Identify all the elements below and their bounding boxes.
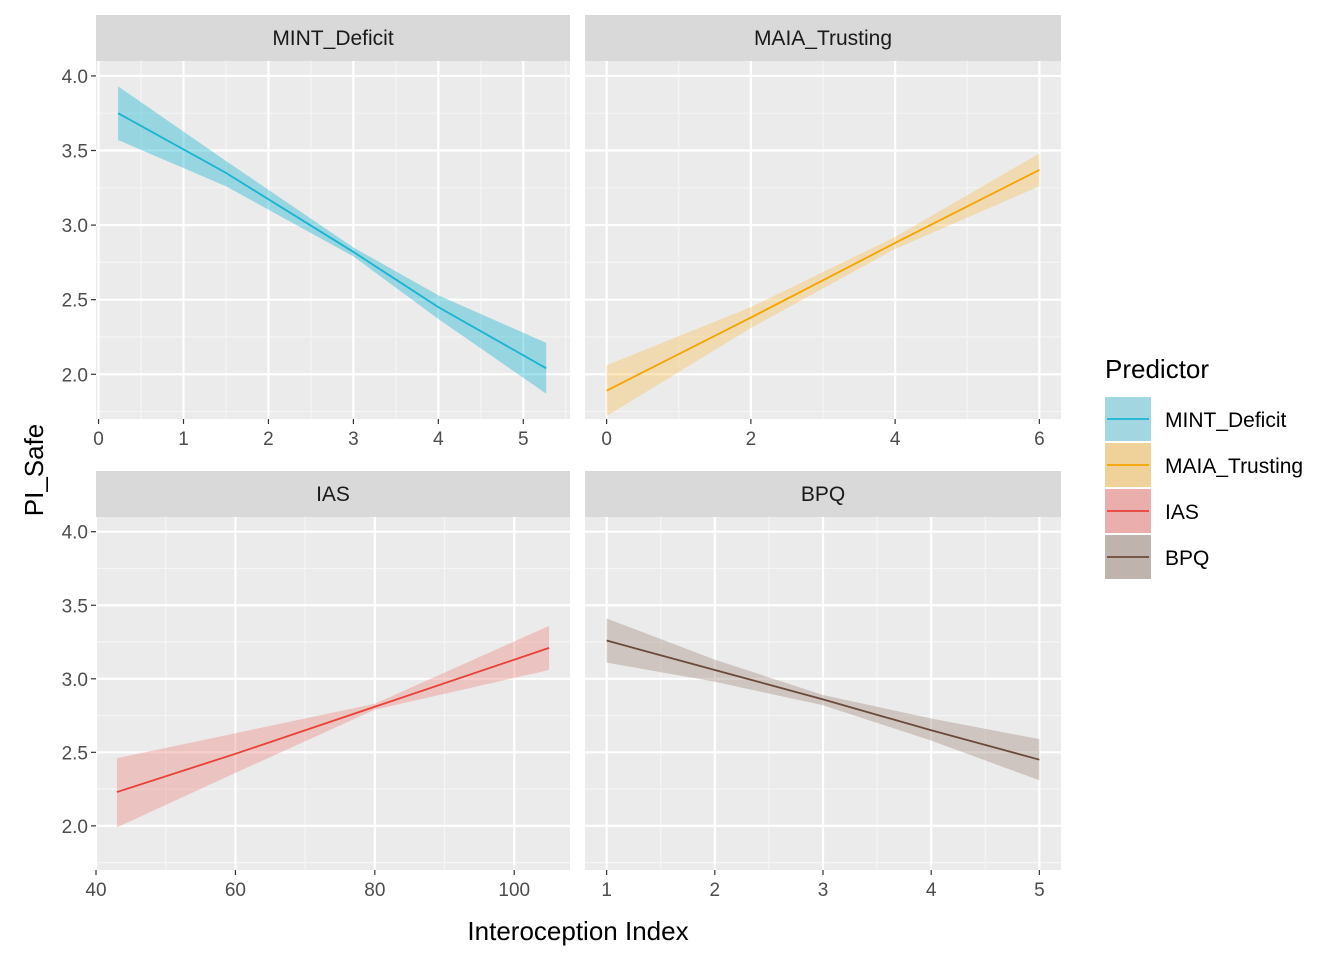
y-tick-label: 3.0 — [62, 216, 88, 237]
y-tick-label: 2.5 — [62, 743, 88, 764]
legend: Predictor MINT_Deficit MAIA_Trusting IAS BP… — [1105, 354, 1303, 579]
y-tick-label: 2.5 — [62, 291, 88, 312]
x-tick-label: 2 — [746, 429, 757, 450]
x-tick-label: 4 — [926, 880, 937, 901]
series-line — [606, 169, 1040, 392]
legend-entry-label: MAIA_Trusting — [1165, 455, 1303, 478]
facet-strip-label: MAIA_Trusting — [754, 27, 892, 50]
x-tick-label: 40 — [85, 880, 106, 901]
panel-ias: IAS 2.0 2.5 3.0 3.5 4.0 40 60 80 100 — [62, 471, 570, 901]
x-tick-label: 2 — [263, 429, 274, 450]
legend-key-maia-trusting: MAIA_Trusting — [1105, 443, 1303, 487]
facet-strip — [585, 471, 1061, 517]
confidence-ribbon — [606, 153, 1040, 417]
x-tick-label: 6 — [1034, 429, 1045, 450]
y-tick-label: 3.5 — [62, 596, 88, 617]
panel-background — [96, 517, 570, 870]
panel-mint-deficit: MINT_Deficit 2.0 2.5 3.0 3.5 4.0 0 1 2 3 4 5 — [62, 15, 570, 450]
y-tick-label: 2.0 — [62, 365, 88, 386]
legend-entry-label: IAS — [1165, 501, 1199, 524]
confidence-ribbon — [118, 86, 547, 394]
panels: MINT_Deficit 2.0 2.5 3.0 3.5 4.0 0 1 2 3 4 5 MAIA_Tr… — [62, 15, 1061, 901]
x-tick-label: 0 — [601, 429, 612, 450]
y-axis-title: PI_Safe — [19, 424, 49, 517]
facet-strip-label: IAS — [316, 483, 350, 506]
facet-strip-label: MINT_Deficit — [272, 27, 394, 50]
x-tick-label: 0 — [93, 429, 104, 450]
series-line — [117, 112, 547, 370]
x-tick-label: 4 — [433, 429, 444, 450]
facet-strip — [585, 15, 1061, 61]
panel-maia-trusting: MAIA_Trusting 0 2 4 6 — [585, 15, 1061, 450]
legend-key-mint-deficit: MINT_Deficit — [1105, 397, 1287, 441]
y-tick-label: 2.0 — [62, 817, 88, 838]
legend-title: Predictor — [1105, 354, 1209, 384]
facet-strip — [96, 471, 570, 517]
x-tick-label: 1 — [601, 880, 612, 901]
legend-key-bpq: BPQ — [1105, 535, 1209, 579]
series-line — [606, 639, 1040, 761]
x-tick-label: 2 — [710, 880, 721, 901]
y-tick-label: 3.5 — [62, 142, 88, 163]
x-tick-label: 5 — [1034, 880, 1045, 901]
y-tick-label: 4.0 — [62, 523, 88, 544]
legend-key-ias: IAS — [1105, 489, 1199, 533]
x-axis-title: Interoception Index — [467, 916, 688, 946]
x-tick-label: 1 — [178, 429, 189, 450]
x-tick-label: 80 — [364, 880, 385, 901]
series-line — [116, 647, 550, 793]
x-tick-label: 3 — [348, 429, 359, 450]
facet-strip — [96, 15, 570, 61]
legend-entry-label: MINT_Deficit — [1165, 409, 1287, 432]
facet-strip-label: BPQ — [801, 483, 845, 506]
panel-bpq: BPQ 1 2 3 4 5 — [585, 471, 1061, 901]
x-tick-label: 3 — [818, 880, 829, 901]
confidence-ribbon — [116, 625, 550, 828]
y-tick-label: 3.0 — [62, 670, 88, 691]
x-tick-label: 5 — [518, 429, 529, 450]
legend-entry-label: BPQ — [1165, 547, 1209, 570]
x-tick-label: 4 — [890, 429, 901, 450]
y-tick-label: 4.0 — [62, 67, 88, 88]
x-tick-label: 100 — [498, 880, 530, 901]
x-tick-label: 60 — [225, 880, 246, 901]
